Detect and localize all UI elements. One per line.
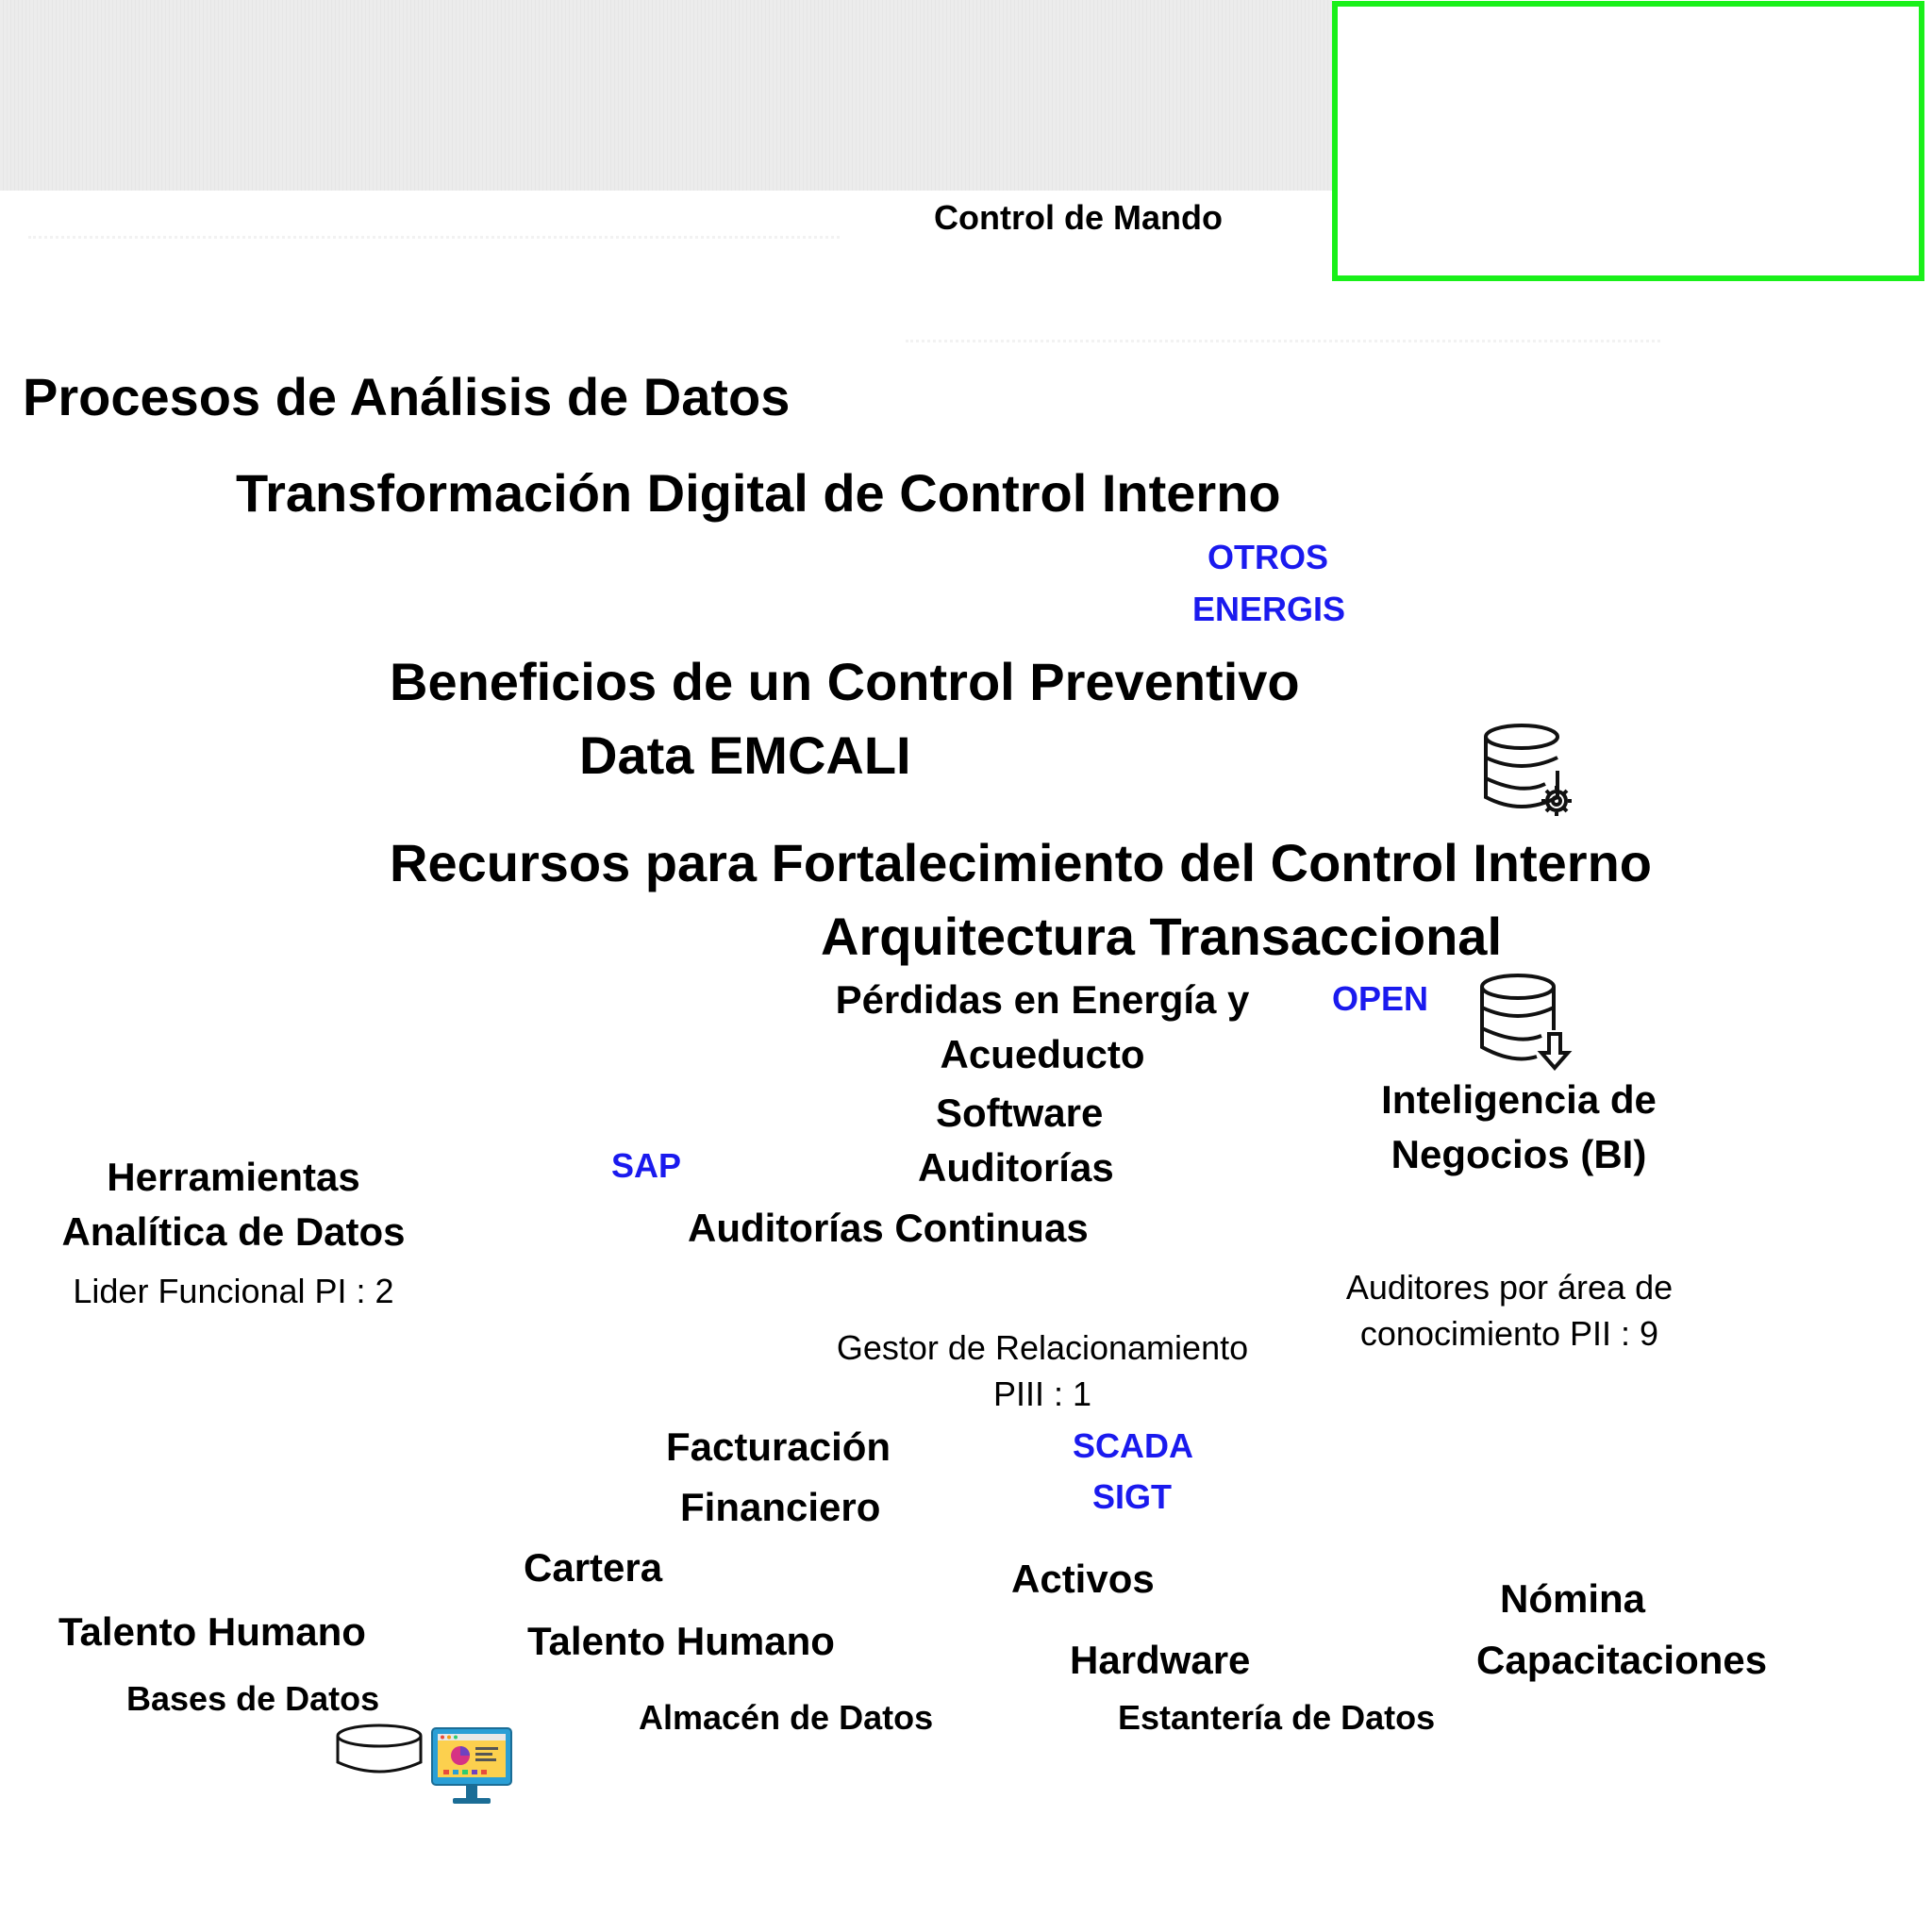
control-de-mando-label: Control de Mando <box>934 198 1223 237</box>
database-gear-icon <box>1484 724 1572 816</box>
label-talento-humano-mid: Talento Humano <box>527 1619 835 1663</box>
label-facturacion: Facturación <box>666 1424 891 1469</box>
label-estanteria-de-datos: Estantería de Datos <box>1118 1698 1436 1737</box>
role-auditores-line2: conocimiento PII : 9 <box>1359 1314 1659 1353</box>
faded-background-text <box>906 311 1660 342</box>
dashboard-monitor-icon <box>431 1727 512 1804</box>
title-procesos-analisis: Procesos de Análisis de Datos <box>23 367 791 426</box>
label-nomina: Nómina <box>1500 1576 1646 1621</box>
label-perdidas-line1: Pérdidas en Energía y <box>835 977 1250 1022</box>
database-icon <box>336 1724 423 1774</box>
label-almacen-de-datos: Almacén de Datos <box>639 1698 934 1737</box>
system-sigt: SIGT <box>1092 1477 1173 1516</box>
title-data-emcali: Data EMCALI <box>579 725 911 785</box>
title-recursos: Recursos para Fortalecimiento del Contro… <box>390 833 1653 892</box>
faded-background-text <box>28 208 840 239</box>
label-software: Software <box>936 1091 1104 1135</box>
title-arquitectura-transaccional: Arquitectura Transaccional <box>821 907 1503 966</box>
label-bases-de-datos: Bases de Datos <box>126 1679 380 1718</box>
system-scada: SCADA <box>1073 1426 1194 1465</box>
label-bi-line2: Negocios (BI) <box>1391 1132 1647 1176</box>
system-open: OPEN <box>1332 979 1429 1018</box>
highlight-frame <box>1332 1 1924 281</box>
label-cartera: Cartera <box>524 1545 663 1590</box>
role-gestor-line2: PIII : 1 <box>992 1374 1092 1413</box>
label-auditorias: Auditorías <box>918 1145 1114 1190</box>
role-auditores-line1: Auditores por área de <box>1345 1268 1674 1307</box>
label-hardware: Hardware <box>1070 1638 1251 1682</box>
label-financiero: Financiero <box>680 1485 881 1529</box>
label-bi-line1: Inteligencia de <box>1381 1077 1657 1122</box>
role-gestor-line1: Gestor de Relacionamiento <box>836 1328 1249 1367</box>
label-perdidas-line2: Acueducto <box>940 1032 1145 1076</box>
label-auditorias-continuas: Auditorías Continuas <box>688 1206 1089 1250</box>
label-talento-humano-left: Talento Humano <box>58 1609 366 1654</box>
system-energis: ENERGIS <box>1192 590 1346 628</box>
system-sap: SAP <box>611 1146 682 1185</box>
label-capacitaciones: Capacitaciones <box>1476 1638 1768 1682</box>
label-herramientas-line1: Herramientas <box>107 1155 360 1199</box>
header-banner <box>0 0 1332 191</box>
title-beneficios: Beneficios de un Control Preventivo <box>390 652 1300 711</box>
label-herramientas-line2: Analítica de Datos <box>61 1209 406 1254</box>
role-lider-funcional: Lider Funcional PI : 2 <box>73 1272 394 1310</box>
title-transformacion-digital: Transformación Digital de Control Intern… <box>236 463 1281 523</box>
database-download-icon <box>1480 974 1573 1071</box>
system-otros: OTROS <box>1208 538 1329 576</box>
label-activos: Activos <box>1011 1557 1155 1601</box>
